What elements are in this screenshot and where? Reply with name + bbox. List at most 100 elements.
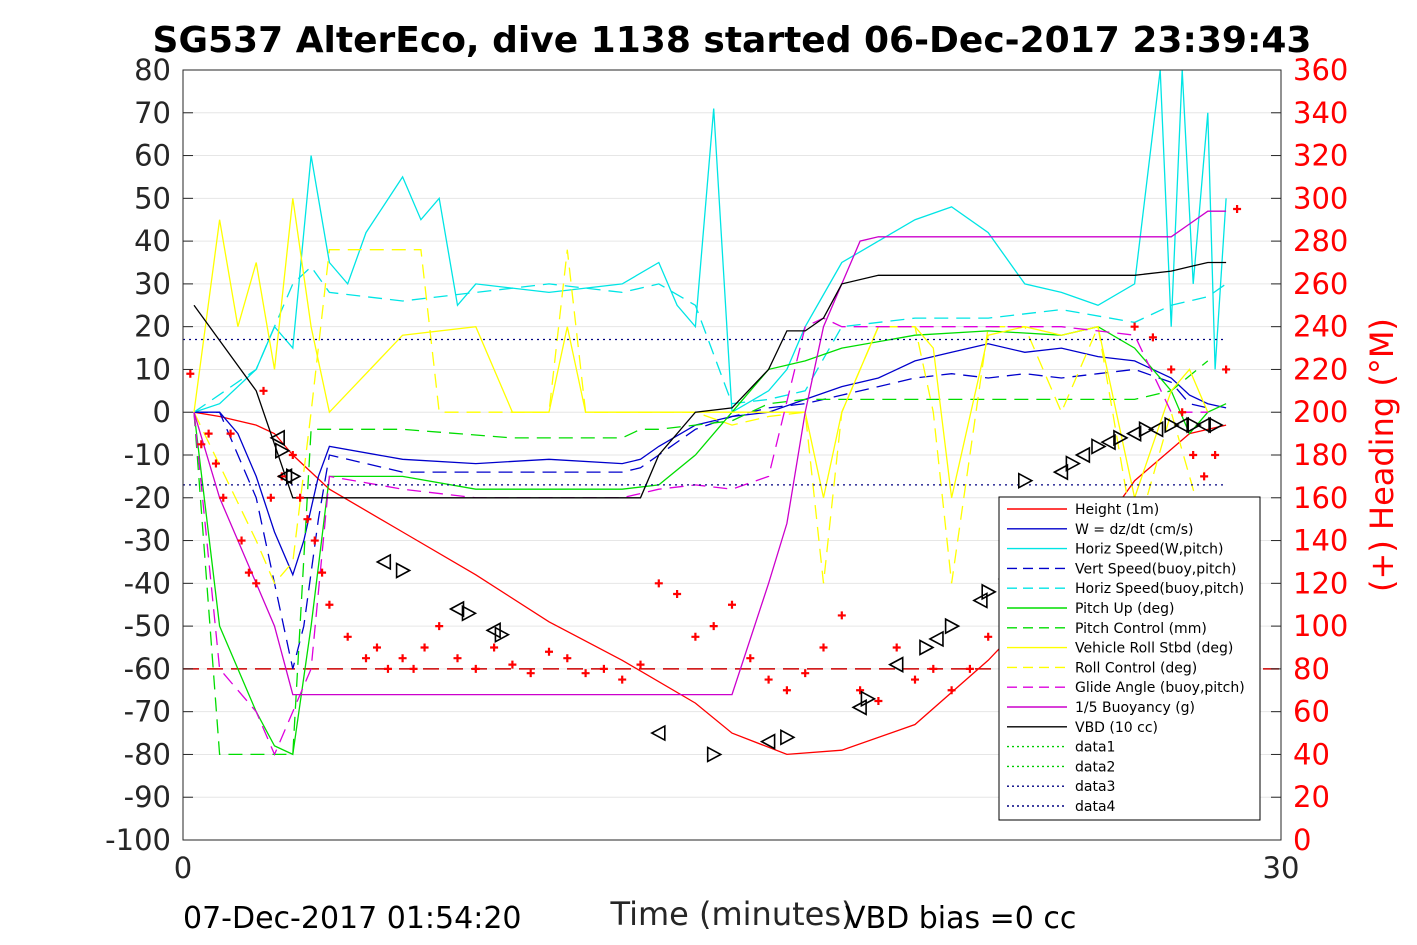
triangle-marker	[860, 690, 877, 708]
heading-point	[266, 493, 275, 502]
y-tick-label: -80	[124, 737, 171, 771]
y-right-tick-label: 160	[1293, 481, 1348, 515]
heading-point	[372, 643, 381, 652]
series-group	[183, 69, 1227, 757]
legend-label: Height (1m)	[1075, 502, 1159, 518]
heading-point	[599, 664, 608, 673]
triangle-marker	[269, 429, 285, 447]
heading-point	[343, 632, 352, 641]
triangle-marker	[1186, 416, 1202, 434]
heading-point	[398, 654, 407, 663]
y-right-tick-label: 260	[1293, 267, 1348, 301]
y-tick-label: 60	[134, 139, 171, 173]
heading-point	[204, 429, 213, 438]
heading-point	[219, 493, 228, 502]
triangle-marker	[275, 442, 291, 460]
heading-point	[303, 515, 312, 524]
heading-point	[581, 669, 590, 678]
legend-label: data3	[1075, 779, 1115, 795]
y-right-tick-label: 60	[1293, 695, 1330, 729]
legend-label: Pitch Up (deg)	[1075, 601, 1174, 617]
triangle-marker	[1052, 463, 1069, 481]
heading-point	[453, 654, 462, 663]
heading-point	[911, 675, 919, 684]
triangle-marker	[1147, 420, 1164, 438]
legend-label: Vert Speed(buoy,pitch)	[1075, 561, 1237, 577]
legend-items: Height (1m) W = dz/dt (cm/s) Horiz Speed(W…	[1007, 502, 1245, 815]
triangle-marker	[1100, 433, 1116, 451]
triangle-marker	[1195, 416, 1211, 434]
series-line-7	[193, 198, 1209, 501]
y-tick-label: 80	[134, 53, 171, 87]
series-line-5	[193, 326, 1227, 756]
legend-label: data1	[1075, 740, 1115, 756]
y-right-tick-label: 40	[1293, 737, 1330, 771]
footer-date: 07-Dec-2017 01:54:20	[183, 901, 522, 936]
heading-point	[984, 632, 993, 641]
y-right-tick-label: 280	[1293, 224, 1348, 258]
y-tick-label: -60	[124, 652, 171, 686]
heading-point	[362, 654, 370, 663]
heading-point	[211, 459, 220, 468]
y-right-tick-label: 180	[1293, 438, 1348, 472]
y-right-axis-label: (+) Heading (°M)	[1363, 318, 1401, 592]
triangle-marker	[706, 746, 723, 763]
y-right-tick-label: 360	[1293, 53, 1348, 87]
heading-point	[837, 611, 846, 620]
heading-point	[782, 686, 791, 695]
series-line-9	[193, 317, 1208, 757]
y-right-tick-label: 80	[1293, 652, 1330, 686]
heading-point	[892, 643, 901, 652]
legend-label: data4	[1075, 799, 1116, 815]
y-tick-label: 0	[153, 395, 171, 429]
y-tick-label: -100	[105, 823, 171, 857]
y-tick-label: -20	[124, 481, 171, 515]
footer-vbd-bias: VBD bias =0 cc	[845, 901, 1076, 936]
triangle-marker	[650, 724, 666, 742]
triangle-marker	[1164, 416, 1180, 434]
heading-point	[1148, 333, 1157, 342]
legend-label: Vehicle Roll Stbd (deg)	[1075, 641, 1233, 657]
heading-point	[197, 440, 206, 449]
y-right-tick-label: 200	[1293, 395, 1348, 429]
triangle-marker	[1208, 416, 1224, 434]
heading-point	[618, 675, 627, 684]
heading-point	[490, 643, 499, 652]
heading-point	[947, 686, 956, 695]
y-tick-label: -10	[124, 438, 171, 472]
triangle-marker	[919, 639, 935, 656]
legend-label: Roll Control (deg)	[1075, 660, 1197, 676]
y-tick-label: -70	[124, 695, 171, 729]
y-tick-label: 20	[134, 310, 171, 344]
y-tick-label: -90	[124, 780, 171, 814]
chart-title: SG537 AlterEco, dive 1138 started 06-Dec…	[153, 20, 1312, 61]
triangle-marker	[395, 562, 412, 579]
heading-point	[1233, 205, 1242, 214]
legend-label: Glide Angle (buoy,pitch)	[1075, 680, 1245, 696]
triangle-markers	[269, 416, 1224, 763]
triangle-marker	[1065, 455, 1082, 472]
series-line-11	[193, 261, 1227, 499]
heading-point	[244, 568, 253, 577]
heading-point	[874, 696, 883, 705]
heading-point	[420, 643, 429, 652]
heading-point	[259, 386, 268, 395]
y-tick-label: 30	[134, 267, 171, 301]
heading-point	[545, 647, 553, 656]
heading-point	[1130, 322, 1139, 331]
series-line-2	[193, 69, 1227, 414]
heading-point	[1200, 472, 1209, 481]
y-tick-label: 50	[134, 181, 171, 215]
triangle-marker	[1173, 416, 1189, 434]
heading-point	[691, 632, 700, 641]
heading-point	[288, 451, 297, 459]
heading-point	[1167, 365, 1176, 374]
heading-point	[237, 536, 246, 545]
legend-label: Horiz Speed(W,pitch)	[1075, 542, 1223, 558]
y-tick-label: -40	[124, 566, 171, 600]
heading-point	[409, 664, 418, 673]
triangle-marker	[276, 468, 293, 485]
heading-point	[764, 675, 773, 684]
y-tick-label: -30	[124, 524, 171, 558]
